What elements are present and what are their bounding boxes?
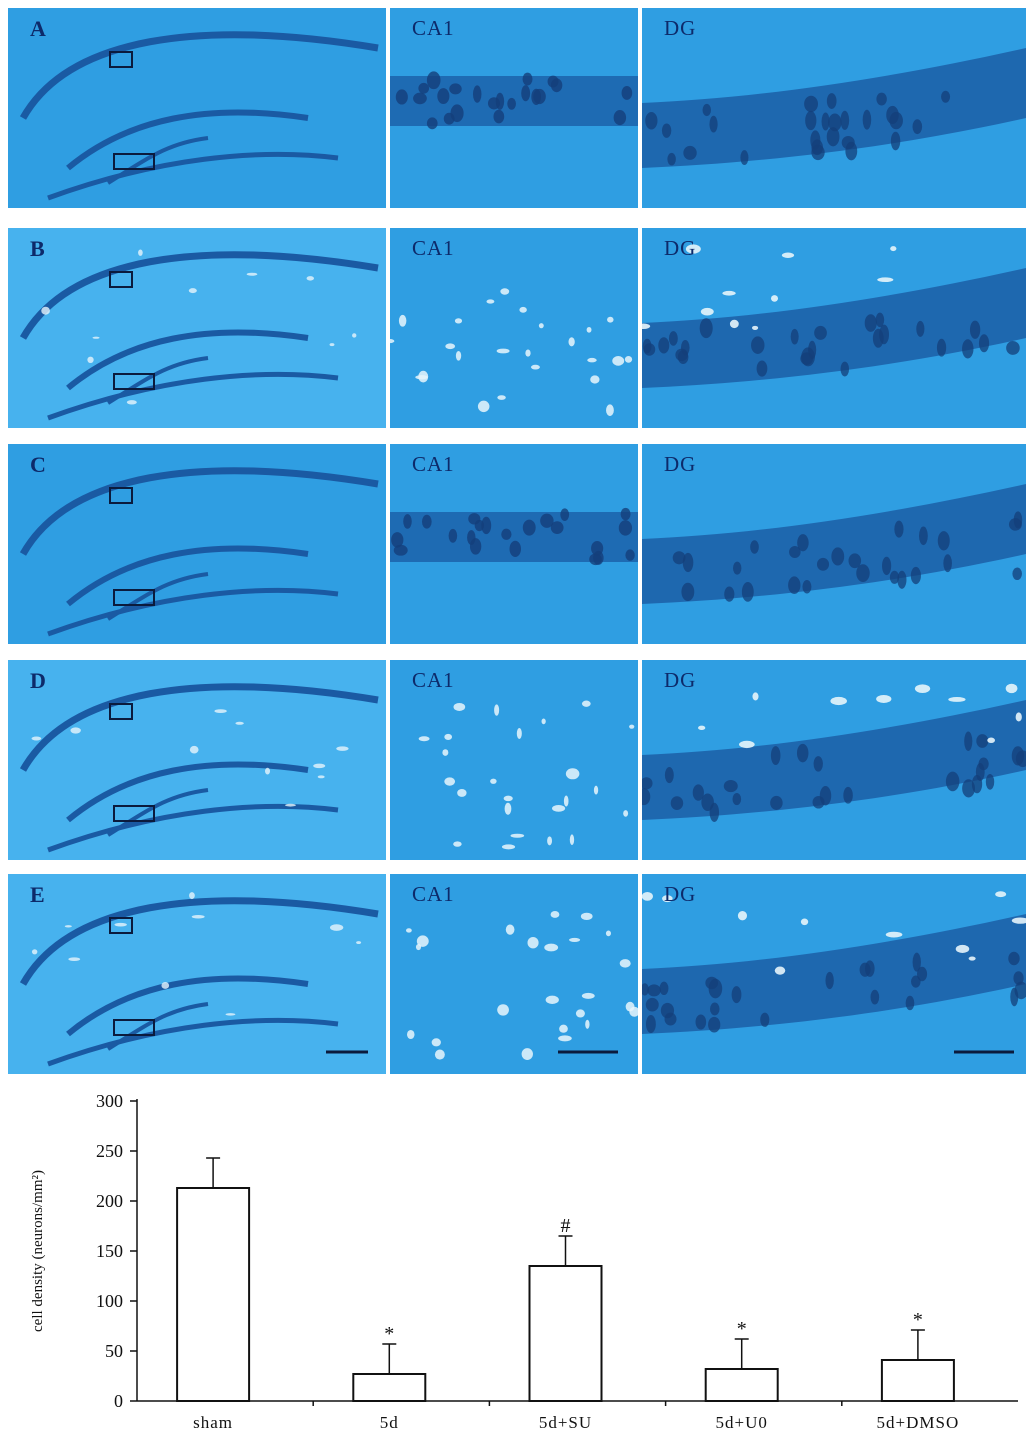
ca1-image: CA1 <box>390 8 638 208</box>
cell-density-bar-chart: 0 50 100 150 200 250 300 cell density (neurons/… <box>0 1088 1026 1433</box>
dg-label: DG <box>664 882 697 906</box>
ca1-label: CA1 <box>412 668 455 692</box>
y-axis-label: cell density (neurons/mm²) <box>30 1170 46 1332</box>
ca1-inset-box <box>109 487 133 504</box>
significance-marker: * <box>384 1323 394 1345</box>
x-tick-label: 5d+DMSO <box>877 1413 960 1432</box>
dg-image: DG <box>642 8 1026 208</box>
dg-image: DG <box>642 874 1026 1074</box>
ca1-inset-box <box>109 51 133 68</box>
ca1-image: CA1 <box>390 874 638 1074</box>
bar <box>528 1265 603 1402</box>
dg-image: DG <box>642 660 1026 860</box>
dg-inset-box <box>113 805 155 822</box>
dg-label: DG <box>664 668 697 692</box>
significance-marker: # <box>561 1215 571 1237</box>
ca1-inset-box <box>109 271 133 288</box>
bar <box>176 1187 251 1402</box>
dg-label: DG <box>664 16 697 40</box>
hippocampus-overview-image: A <box>8 8 386 208</box>
hippocampus-overview-image: E <box>8 874 386 1074</box>
bar <box>704 1368 779 1402</box>
ca1-image: CA1 <box>390 660 638 860</box>
panel-label: A <box>30 16 46 41</box>
y-tick-label: 300 <box>96 1091 123 1111</box>
y-tick-label: 150 <box>96 1241 123 1261</box>
panel-row: A CA1 DG <box>8 8 1026 208</box>
panel-row: B CA1 DG <box>8 228 1026 428</box>
ca1-image: CA1 <box>390 444 638 644</box>
chart-svg: 0 50 100 150 200 250 300 cell density (neurons/… <box>30 1091 1018 1432</box>
dg-inset-box <box>113 589 155 606</box>
dg-image: DG <box>642 228 1026 428</box>
dg-inset-box <box>113 1019 155 1036</box>
y-tick-label: 50 <box>105 1341 123 1361</box>
ca1-label: CA1 <box>412 452 455 476</box>
significance-marker: * <box>913 1309 923 1331</box>
x-tick-label: 5d <box>380 1413 399 1432</box>
y-tick-label: 100 <box>96 1291 123 1311</box>
ca1-label: CA1 <box>412 236 455 260</box>
x-tick-label: 5d+SU <box>539 1413 592 1432</box>
dg-image: DG <box>642 444 1026 644</box>
panel-row: E CA1 DG <box>8 874 1026 1074</box>
panel-label: E <box>30 882 45 907</box>
ca1-inset-box <box>109 703 133 720</box>
x-tick-label: sham <box>193 1413 233 1432</box>
ca1-image: CA1 <box>390 228 638 428</box>
bar <box>880 1359 955 1402</box>
hippocampus-overview-image: B <box>8 228 386 428</box>
ca1-inset-box <box>109 917 133 934</box>
dg-label: DG <box>664 452 697 476</box>
y-tick-label: 250 <box>96 1141 123 1161</box>
hippocampus-overview-image: D <box>8 660 386 860</box>
panel-row: C CA1 DG <box>8 444 1026 644</box>
panel-label: D <box>30 668 46 693</box>
panel-label: B <box>30 236 45 261</box>
significance-marker: * <box>737 1318 747 1340</box>
dg-label: DG <box>664 236 697 260</box>
panel-label: C <box>30 452 46 477</box>
y-tick-label: 200 <box>96 1191 123 1211</box>
hippocampus-overview-image: C <box>8 444 386 644</box>
y-tick-label: 0 <box>114 1391 123 1411</box>
ca1-label: CA1 <box>412 882 455 906</box>
dg-inset-box <box>113 153 155 170</box>
x-tick-label: 5d+U0 <box>716 1413 768 1432</box>
panel-row: D CA1 DG <box>8 660 1026 860</box>
bar <box>352 1373 427 1402</box>
ca1-label: CA1 <box>412 16 455 40</box>
dg-inset-box <box>113 373 155 390</box>
